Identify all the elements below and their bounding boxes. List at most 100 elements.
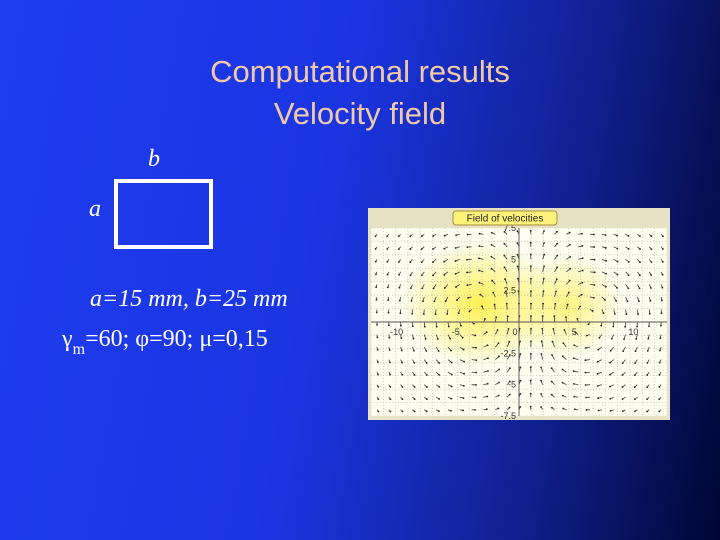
velocity-arrow-head bbox=[609, 361, 612, 364]
velocity-arrow-head bbox=[468, 310, 471, 313]
velocity-arrow-head bbox=[609, 349, 612, 352]
velocity-arrow-head bbox=[386, 235, 389, 238]
velocity-arrow-head bbox=[473, 322, 475, 325]
velocity-arrow-head bbox=[660, 324, 662, 327]
velocity-arrow-head bbox=[658, 398, 661, 401]
velocity-arrow-head bbox=[475, 346, 477, 349]
velocity-arrow-head bbox=[596, 360, 599, 363]
velocity-arrow-head bbox=[438, 362, 441, 364]
velocity-arrow-head bbox=[661, 286, 664, 289]
velocity-arrow-head bbox=[519, 353, 522, 355]
velocity-arrow-head bbox=[478, 245, 481, 247]
velocity-arrow-head bbox=[639, 248, 641, 250]
velocity-arrow-head bbox=[627, 248, 630, 250]
velocity-arrow-head bbox=[401, 386, 404, 388]
velocity-arrow-head bbox=[530, 290, 532, 293]
velocity-arrow-head bbox=[542, 302, 544, 305]
velocity-arrow-head bbox=[478, 269, 480, 272]
velocity-arrow-head bbox=[389, 373, 392, 376]
velocity-arrow-head bbox=[627, 287, 630, 290]
velocity-arrow-head bbox=[659, 337, 662, 340]
velocity-arrow-head bbox=[399, 312, 402, 315]
velocity-arrow-head bbox=[639, 235, 641, 238]
velocity-arrow-head bbox=[387, 311, 390, 314]
velocity-arrow-head bbox=[646, 362, 649, 364]
velocity-arrow-head bbox=[426, 386, 428, 388]
velocity-arrow-head bbox=[474, 334, 477, 337]
velocity-arrow-head bbox=[529, 265, 532, 268]
velocity-arrow-head bbox=[637, 300, 640, 303]
velocity-arrow-head bbox=[434, 313, 437, 316]
velocity-arrow-head bbox=[438, 373, 441, 376]
velocity-arrow-head bbox=[650, 261, 653, 263]
velocity-arrow-head bbox=[593, 246, 596, 248]
velocity-arrow-head bbox=[421, 287, 424, 290]
velocity-arrow-head bbox=[556, 242, 559, 245]
velocity-arrow-head bbox=[401, 373, 404, 376]
velocity-arrow-head bbox=[437, 410, 440, 413]
velocity-arrow-head bbox=[425, 350, 428, 352]
velocity-arrow-head bbox=[519, 392, 522, 395]
velocity-arrow-head bbox=[456, 299, 458, 301]
velocity-arrow-head bbox=[648, 312, 651, 315]
velocity-arrow-head bbox=[566, 303, 569, 306]
velocity-arrow-head bbox=[530, 315, 532, 318]
velocity-arrow-head bbox=[572, 370, 575, 372]
velocity-arrow-head bbox=[662, 235, 664, 238]
velocity-arrow-head bbox=[567, 291, 570, 294]
velocity-arrow-head bbox=[496, 329, 499, 331]
velocity-arrow-head bbox=[486, 382, 489, 385]
velocity-arrow-head bbox=[497, 407, 500, 410]
velocity-arrow-head bbox=[592, 233, 595, 236]
velocity-arrow-head bbox=[443, 234, 446, 237]
velocity-arrow bbox=[552, 341, 555, 348]
velocity-arrow-head bbox=[650, 235, 653, 238]
velocity-arrow-head bbox=[646, 398, 648, 401]
velocity-arrow-head bbox=[399, 324, 402, 327]
velocity-arrow-head bbox=[490, 255, 493, 258]
velocity-arrow-head bbox=[605, 259, 608, 262]
velocity-arrow-head bbox=[388, 349, 391, 351]
velocity-arrow-head bbox=[637, 313, 639, 315]
velocity-arrow-head bbox=[634, 410, 636, 413]
velocity-arrow-head bbox=[374, 248, 377, 250]
velocity-arrow-head bbox=[377, 385, 380, 388]
velocity-arrow-head bbox=[529, 366, 532, 368]
velocity-arrow-head bbox=[581, 269, 584, 272]
velocity-arrow-head bbox=[659, 349, 661, 352]
velocity-arrow-head bbox=[581, 245, 584, 247]
velocity-arrow-head bbox=[550, 393, 553, 396]
velocity-arrow-head bbox=[550, 380, 553, 383]
velocity-arrow-head bbox=[475, 384, 477, 386]
x-tick-label: -5 bbox=[452, 327, 460, 337]
velocity-arrow-head bbox=[576, 317, 579, 320]
velocity-arrow-head bbox=[478, 257, 480, 260]
velocity-arrow-head bbox=[450, 373, 453, 376]
velocity-arrow-head bbox=[529, 379, 532, 382]
velocity-arrow-head bbox=[610, 337, 613, 340]
velocity-arrow-head bbox=[437, 350, 440, 352]
velocity-arrow-head bbox=[556, 230, 558, 233]
velocity-arrow-head bbox=[584, 359, 587, 362]
velocity-arrow-head bbox=[584, 384, 587, 386]
velocity-arrow-head bbox=[481, 305, 484, 308]
velocity-arrow-head bbox=[561, 394, 564, 397]
velocity-arrow-head bbox=[462, 348, 465, 351]
velocity-arrow-head bbox=[401, 410, 404, 413]
velocity-arrow-head bbox=[397, 261, 400, 263]
velocity-arrow-head bbox=[625, 313, 628, 316]
velocity-arrow-head bbox=[556, 266, 559, 269]
velocity-arrow-head bbox=[587, 323, 590, 326]
velocity-arrow-head bbox=[388, 336, 391, 339]
x-tick-labels: -10 -5 0 5 10 bbox=[390, 327, 638, 337]
velocity-arrow-head bbox=[374, 260, 377, 263]
velocity-arrow-head bbox=[450, 385, 453, 388]
velocity-arrow-head bbox=[495, 316, 498, 319]
velocity-arrow-head bbox=[467, 297, 469, 299]
dimensions-text: a=15 mm, b=25 mm bbox=[90, 286, 288, 312]
velocity-arrow bbox=[554, 303, 556, 310]
velocity-arrow-head bbox=[425, 362, 428, 364]
velocity-arrow-head bbox=[377, 398, 380, 401]
velocity-arrow-head bbox=[543, 253, 546, 256]
velocity-arrow-head bbox=[646, 349, 649, 352]
